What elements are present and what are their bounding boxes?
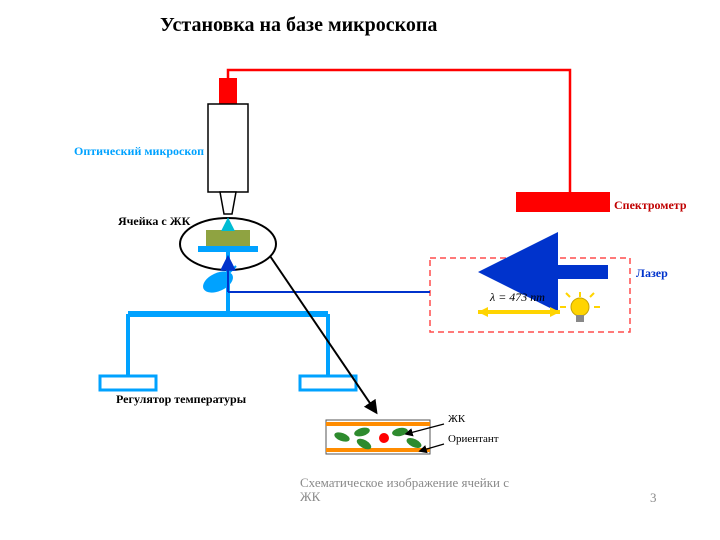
microscope-label: Оптический микроскоп [74,144,204,159]
lc-abbrev-label: ЖК [448,414,468,425]
wavelength-label: λ = 473 nm [490,290,545,305]
sample-base [198,246,258,252]
spectrometer-label: Спектрометр [614,198,687,213]
temp-controller-label: Регулятор температуры [116,392,246,407]
cell-inset [326,420,430,454]
page-number: 3 [650,490,657,506]
microscope-cap [219,78,237,104]
sample-cell [206,230,250,246]
microscope-body [208,104,248,192]
fiber-cable [228,70,570,192]
microscope-objective [220,192,236,214]
laser-label: Лазер [636,266,668,281]
stage-foot-right [300,376,356,390]
diagram-svg [0,0,720,540]
orientant-label: Ориентант [448,434,498,445]
spectrometer-body [516,192,610,212]
stage-foot-left [100,376,156,390]
schematic-caption: Схематическое изображение ячейки с ЖК [300,476,520,505]
cell-label: Ячейка с ЖК [118,214,190,229]
laser-body [534,265,608,279]
